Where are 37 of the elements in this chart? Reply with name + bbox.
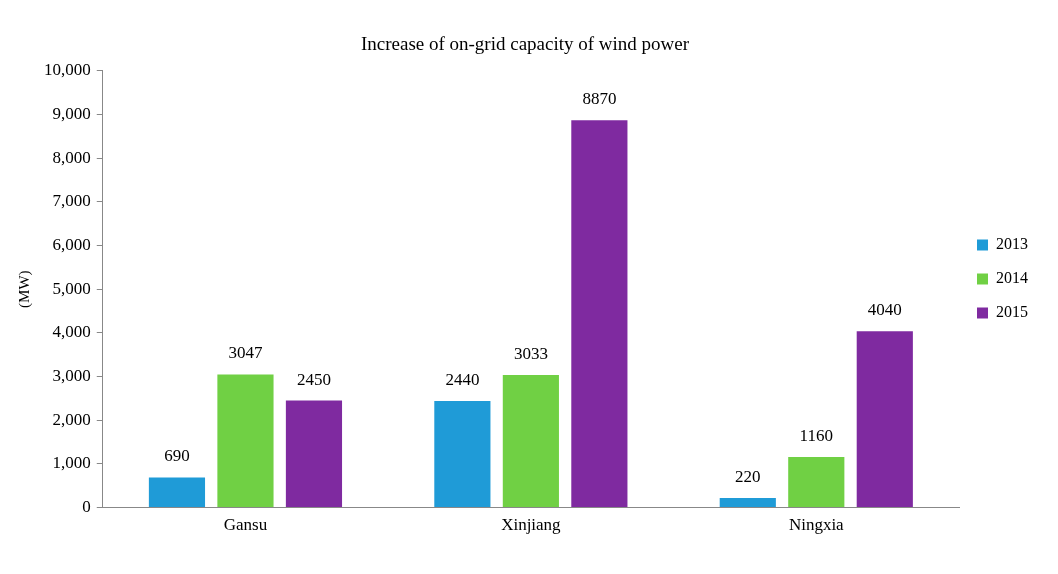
bar (148, 477, 206, 508)
data-label: 2440 (445, 369, 480, 389)
legend-label: 2013 (996, 235, 1028, 253)
y-tick-label: 2,000 (52, 409, 91, 429)
y-tick-label: 1,000 (52, 453, 91, 473)
x-tick-label: Gansu (223, 515, 268, 535)
y-axis-title: (MW) (15, 270, 33, 308)
x-tick-label: Ningxia (788, 515, 845, 535)
data-label: 2450 (296, 369, 331, 389)
y-tick-label: 3,000 (52, 366, 91, 386)
bar (856, 331, 913, 508)
y-tick-label: 7,000 (52, 191, 91, 211)
bar (788, 456, 845, 508)
x-tick-label: Xinjiang (501, 515, 562, 535)
y-tick-label: 0 (82, 497, 91, 517)
y-tick-label: 8,000 (52, 147, 91, 167)
legend-label: 2014 (996, 269, 1028, 287)
y-tick-label: 9,000 (52, 103, 91, 123)
y-tick-label: 6,000 (52, 234, 91, 254)
bar (502, 375, 559, 508)
bar (719, 497, 776, 508)
bar (571, 120, 628, 508)
data-label: 1160 (799, 425, 833, 445)
y-tick-label: 5,000 (52, 278, 91, 298)
data-label: 3047 (228, 343, 263, 363)
bar (285, 400, 343, 508)
data-label: 8870 (582, 89, 617, 109)
y-tick-label: 10,000 (44, 60, 91, 80)
bar (434, 401, 491, 508)
y-tick-label: 4,000 (52, 322, 91, 342)
data-label: 690 (164, 446, 190, 466)
bar (217, 374, 274, 508)
data-label: 220 (735, 466, 761, 486)
data-label: 3033 (513, 344, 548, 364)
chart-title: Increase of on-grid capacity of wind power (360, 33, 690, 55)
legend-label: 2015 (996, 303, 1028, 321)
data-label: 4040 (867, 300, 902, 320)
